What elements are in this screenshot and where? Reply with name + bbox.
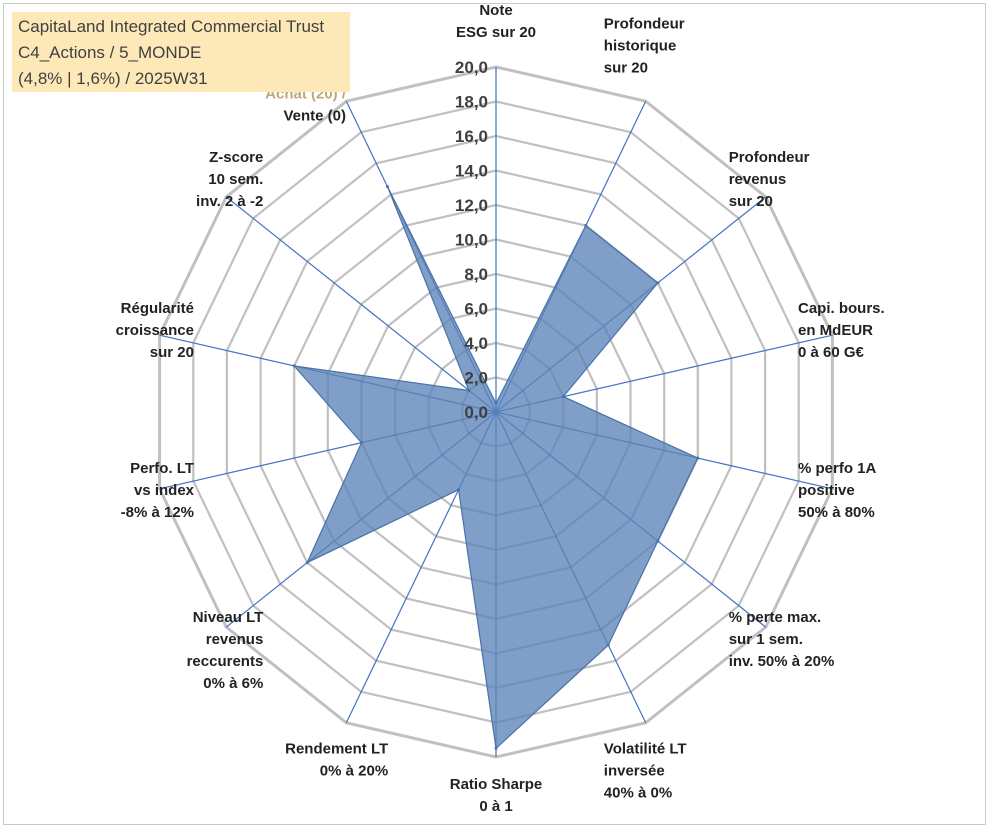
axis-label-line: -8% à 12%	[121, 504, 194, 521]
axis-label: Volatilité LT inversée 40% à 0%	[604, 740, 687, 801]
data-point	[584, 224, 588, 227]
axis-label-line: vs index	[134, 482, 195, 499]
tick-label: 8,0	[464, 265, 488, 284]
axis-label-line: Z-score	[209, 149, 263, 166]
tick-label: 16,0	[455, 127, 488, 146]
tick-label: 18,0	[455, 93, 488, 112]
axis-label-line: sur 20	[604, 60, 648, 77]
axis-label-line: ESG sur 20	[456, 24, 536, 41]
data-point	[656, 539, 660, 543]
data-point	[696, 456, 700, 460]
info-stats: (4,8% | 1,6%) / 2025W31	[18, 69, 208, 88]
tick-label: 4,0	[464, 334, 488, 353]
info-category: C4_Actions / 5_MONDE	[18, 43, 202, 62]
axis-label-line: inversée	[604, 762, 665, 779]
axis-label-line: positive	[798, 482, 855, 499]
axis-label-line: Note	[479, 2, 512, 19]
axis-label: Perfo. LT vs index -8% à 12%	[121, 460, 195, 521]
axis-label-line: 0 à 60 G€	[798, 344, 865, 361]
axis-label-line: 0% à 6%	[203, 675, 263, 692]
axis-label-line: revenus	[206, 631, 264, 648]
data-point	[561, 395, 565, 399]
axis-label-line: revenus	[729, 171, 787, 188]
axis-label: % perte max. sur 1 sem. inv. 50% à 20%	[729, 609, 835, 670]
info-box: CapitaLand Integrated Commercial Trust C…	[12, 12, 350, 92]
data-point	[386, 185, 389, 189]
axis-label: Z-score 10 sem. inv. 2 à -2	[196, 149, 263, 210]
axis-label: Rendement LT 0% à 20%	[285, 740, 388, 779]
data-point	[467, 389, 471, 392]
data-point	[606, 643, 610, 647]
axis-label-line: inv. 2 à -2	[196, 193, 263, 210]
tick-label: 10,0	[455, 231, 488, 250]
radar-tick-labels: 0,0 2,0 4,0 6,0 8,0 10,0 12,0 14,0 16,0 18,0 20,0	[455, 58, 488, 422]
axis-label-line: Régularité	[121, 300, 194, 317]
axis-label-line: 0 à 1	[479, 798, 512, 815]
axis-label: % perfo 1A positive 50% à 80%	[798, 460, 877, 521]
axis-label-line: Profondeur	[729, 149, 810, 166]
axis-label: Régularité croissance sur 20	[116, 300, 194, 361]
axis-label-line: Vente (0)	[283, 108, 346, 125]
axis-label-line: Perfo. LT	[130, 460, 194, 477]
axis-label-line: inv. 50% à 20%	[729, 653, 835, 670]
axis-label-line: 40% à 0%	[604, 784, 672, 801]
axis-label-line: Capi. bours.	[798, 300, 885, 317]
chart-frame	[3, 3, 986, 825]
axis-label-line: historique	[604, 38, 677, 55]
data-point	[292, 364, 296, 368]
axis-label: Ratio Sharpe 0 à 1	[450, 776, 543, 815]
axis-label-line: % perfo 1A	[798, 460, 877, 477]
axis-label-line: % perte max.	[729, 609, 822, 626]
axis-label: Note ESG sur 20	[456, 2, 536, 41]
data-point	[457, 488, 461, 492]
axis-label-line: reccurents	[187, 653, 264, 670]
data-point	[494, 746, 498, 750]
axis-label-line: 10 sem.	[208, 171, 263, 188]
data-point	[494, 401, 498, 405]
radar-series	[292, 185, 700, 750]
tick-label: 12,0	[455, 196, 488, 215]
axis-label-line: Ratio Sharpe	[450, 776, 543, 793]
axis-label: Niveau LT revenus reccurents 0% à 6%	[187, 609, 264, 692]
axis-label: Profondeur historique sur 20	[604, 16, 685, 77]
tick-label: 6,0	[464, 300, 488, 319]
axis-label-line: Rendement LT	[285, 740, 388, 757]
axis-label-line: Volatilité LT	[604, 740, 687, 757]
data-point	[656, 281, 660, 285]
axis-label-line: Niveau LT	[193, 609, 264, 626]
tick-label: 2,0	[464, 369, 488, 388]
axis-label-line: 50% à 80%	[798, 504, 875, 521]
axis-label: Capi. bours. en MdEUR 0 à 60 G€	[798, 300, 885, 361]
radar-axis-labels: Note ESG sur 20 Profondeur historique sur 20…	[116, 2, 885, 815]
axis-label-line: sur 20	[729, 193, 773, 210]
tick-label: 14,0	[455, 162, 488, 181]
info-title: CapitaLand Integrated Commercial Trust	[18, 17, 325, 36]
tick-label: 0,0	[464, 403, 488, 422]
axis-label-line: sur 1 sem.	[729, 631, 803, 648]
axis-label-line: en MdEUR	[798, 322, 873, 339]
axis-label-line: Profondeur	[604, 16, 685, 33]
axis-label-line: sur 20	[150, 344, 194, 361]
tick-label: 20,0	[455, 58, 488, 77]
axis-spoke	[225, 196, 497, 413]
data-point	[305, 561, 309, 565]
data-point	[360, 441, 363, 445]
axis-label: Profondeur revenus sur 20	[729, 149, 810, 210]
axis-label-line: croissance	[116, 322, 194, 339]
axis-label-line: 0% à 20%	[320, 762, 388, 779]
